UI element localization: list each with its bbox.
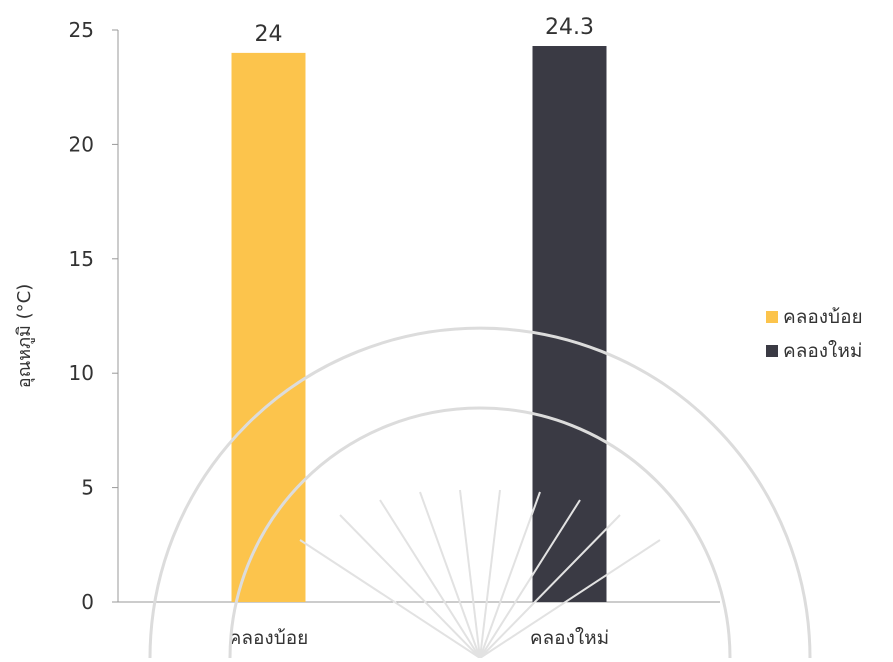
legend-label-khlong-mai: คลองใหม่ <box>783 340 863 362</box>
legend-swatch-khlong-mai <box>766 345 778 357</box>
y-tick-label: 5 <box>81 476 94 500</box>
y-tick-label: 10 <box>69 361 94 385</box>
y-axis-label: อุณหภูมิ (°C) <box>14 284 35 388</box>
x-tick-label-2: คลองใหม่ <box>530 627 609 649</box>
data-label-2: 24.3 <box>545 15 594 40</box>
y-tick-label: 0 <box>81 590 94 614</box>
legend-swatch-khlong-boi <box>766 311 778 323</box>
legend-item-khlong-boi: คลองบ้อย <box>766 300 863 334</box>
y-tick-label: 20 <box>69 132 94 156</box>
data-label-1: 24 <box>255 22 283 47</box>
bar-1 <box>231 52 306 602</box>
bar-2 <box>532 46 607 603</box>
y-tick-label: 25 <box>69 18 94 42</box>
legend-item-khlong-mai: คลองใหม่ <box>766 334 863 368</box>
y-tick-label: 15 <box>69 247 94 271</box>
legend: คลองบ้อย คลองใหม่ <box>766 300 863 368</box>
x-tick-label-1: คลองบ้อย <box>229 627 309 649</box>
legend-label-khlong-boi: คลองบ้อย <box>783 306 863 328</box>
